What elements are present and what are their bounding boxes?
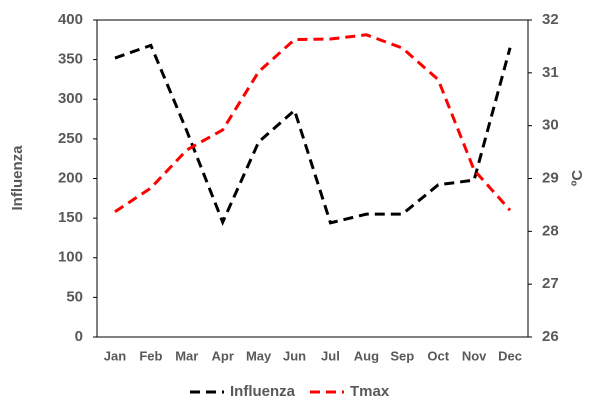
x-tick-label: Nov [462, 348, 487, 363]
y-tick-label: 100 [58, 249, 83, 266]
x-tick-label: Apr [212, 348, 234, 363]
y2-tick-label: 31 [542, 64, 559, 81]
line-series [114, 43, 512, 226]
y-tick-label: 400 [58, 11, 83, 28]
x-tick-label: Mar [175, 348, 198, 363]
y2-tick-label: 29 [542, 169, 559, 186]
y-axis-title: Influenza [9, 145, 26, 211]
x-tick-label: May [246, 348, 272, 363]
line-series [114, 33, 512, 214]
y2-tick-label: 26 [542, 328, 559, 345]
y-tick-label: 300 [58, 90, 83, 107]
y-tick-label: 350 [58, 51, 83, 68]
y-tick-label: 50 [66, 288, 83, 305]
x-tick-label: Jul [321, 348, 340, 363]
y2-tick-label: 27 [542, 275, 559, 292]
x-tick-label: Aug [354, 348, 379, 363]
legend-label: Influenza [230, 383, 296, 400]
y2-tick-label: 30 [542, 117, 559, 134]
y-tick-label: 200 [58, 169, 83, 186]
x-tick-label: Jun [283, 348, 306, 363]
x-tick-label: Dec [498, 348, 522, 363]
legend-label: Tmax [350, 383, 390, 400]
y-tick-label: 250 [58, 130, 83, 147]
y-tick-label: 150 [58, 209, 83, 226]
x-tick-label: Oct [427, 348, 449, 363]
y-tick-label: 0 [75, 328, 83, 345]
y2-tick-label: 28 [542, 222, 559, 239]
y2-tick-label: 32 [542, 11, 559, 28]
x-tick-label: Feb [139, 348, 162, 363]
x-tick-label: Jan [104, 348, 126, 363]
y2-axis-title: ºC [569, 170, 586, 186]
x-tick-label: Sep [390, 348, 414, 363]
